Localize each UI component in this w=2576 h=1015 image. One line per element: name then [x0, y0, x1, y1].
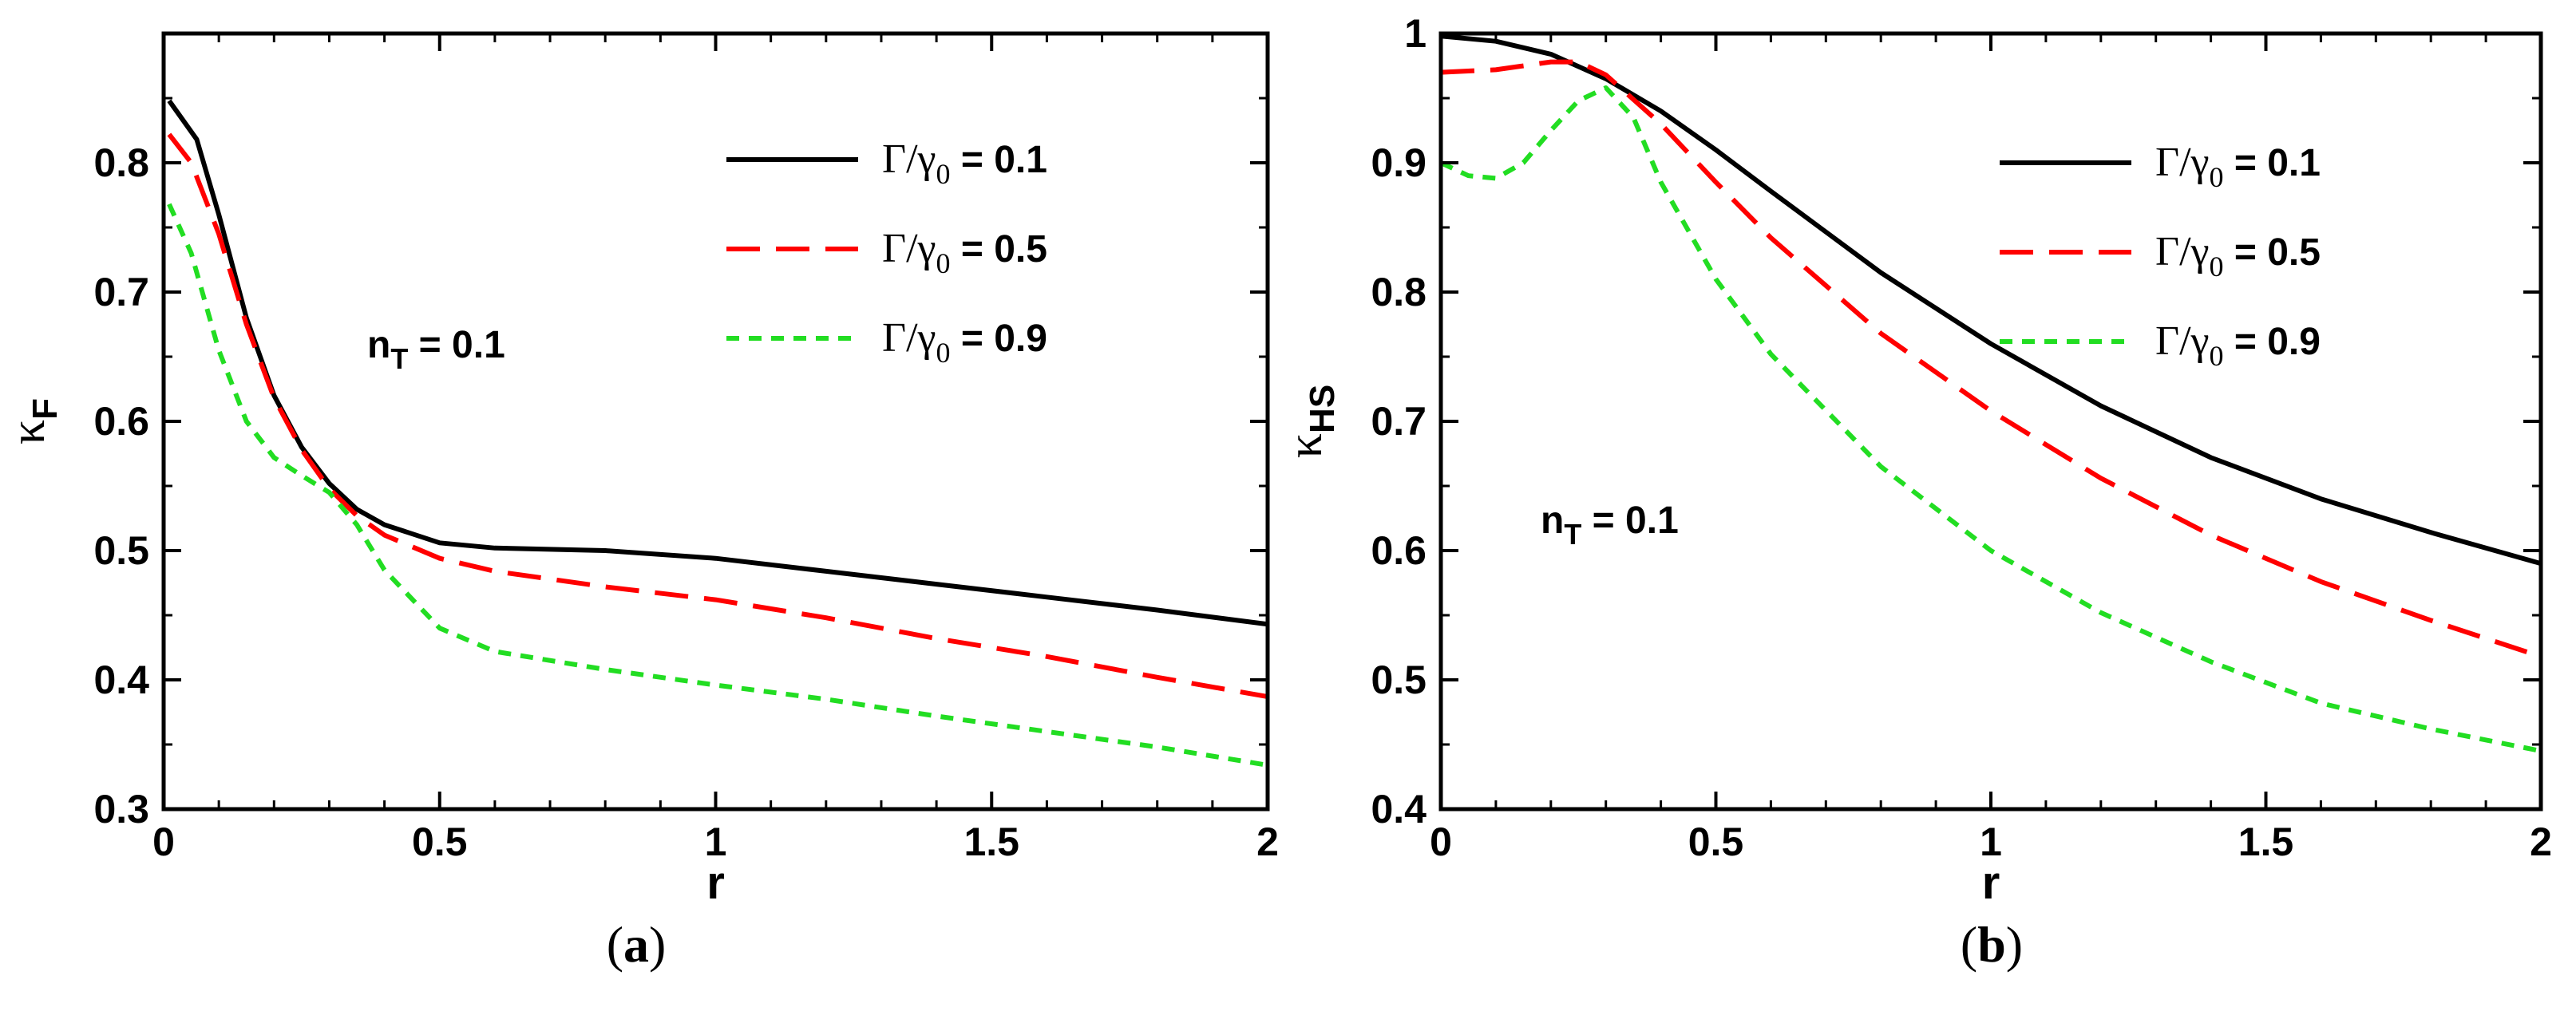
- y-axis-symbol: κ: [1, 420, 55, 444]
- legend-subscript: 0: [936, 158, 951, 190]
- legend-value: = 0.1: [951, 139, 1047, 181]
- y-axis-title: κHS: [1278, 385, 1342, 458]
- panel-label-letter: a: [623, 916, 649, 973]
- panel-label-open: (: [1961, 916, 1977, 973]
- annotation-nT: nT = 0.1: [367, 324, 505, 375]
- panel-label-close: ): [2006, 916, 2023, 973]
- y-axis-subscript: HS: [1303, 385, 1342, 433]
- y-tick-label: 0.7: [1371, 399, 1426, 444]
- legend-value: = 0.9: [2224, 321, 2321, 363]
- legend-entry-1: Γ/γ0 = 0.1: [882, 136, 1047, 190]
- legend-subscript: 0: [2210, 161, 2224, 193]
- y-tick-label: 0.4: [93, 658, 149, 702]
- y-axis-title: κF: [1, 398, 65, 444]
- series-line-1: [1441, 34, 2541, 567]
- legend-symbol: Γ/γ: [2155, 318, 2210, 364]
- y-tick-label: 1: [1404, 11, 1426, 56]
- panel-label-letter: b: [1977, 916, 2006, 973]
- legend-entry-2: Γ/γ0 = 0.5: [882, 226, 1047, 279]
- legend-symbol: Γ/γ: [2155, 140, 2210, 185]
- legend-entry-1: Γ/γ0 = 0.1: [2155, 140, 2321, 193]
- y-tick-label: 0.7: [93, 270, 149, 314]
- x-tick-label: 0.5: [412, 820, 468, 864]
- x-tick-label: 0.5: [1688, 820, 1744, 864]
- x-tick-label: 1.5: [2238, 820, 2294, 864]
- y-tick-label: 0.5: [93, 528, 149, 573]
- x-tick-label: 0: [1430, 820, 1452, 864]
- y-tick-label: 0.8: [93, 140, 149, 185]
- legend-value: = 0.5: [951, 228, 1047, 271]
- legend-entry-3: Γ/γ0 = 0.9: [2155, 318, 2321, 372]
- legend-entry-2: Γ/γ0 = 0.5: [2155, 229, 2321, 282]
- y-tick-label: 0.3: [93, 787, 149, 831]
- series-line-2: [167, 132, 1268, 700]
- y-tick-label: 0.4: [1371, 787, 1426, 831]
- x-axis-title: r: [706, 857, 725, 909]
- y-tick-label: 0.5: [1371, 658, 1426, 702]
- x-tick-label: 2: [2530, 820, 2552, 864]
- x-tick-label: 2: [1256, 820, 1279, 864]
- annotation-n: n: [367, 324, 390, 366]
- series-line-3: [167, 203, 1268, 768]
- y-tick-label: 0.9: [1371, 140, 1426, 185]
- y-axis-subscript: F: [26, 398, 65, 420]
- annotation-nT: nT = 0.1: [1541, 500, 1679, 551]
- y-tick-label: 0.6: [93, 399, 149, 444]
- series-line-1: [167, 99, 1268, 627]
- x-axis-title: r: [1982, 857, 2000, 909]
- legend-value: = 0.5: [2224, 231, 2321, 274]
- y-tick-label: 0.6: [1371, 528, 1426, 573]
- legend-subscript: 0: [936, 337, 951, 369]
- legend-value: = 0.1: [2224, 142, 2321, 184]
- panel-label-close: ): [649, 916, 666, 973]
- series-line-2: [1441, 59, 2541, 659]
- x-tick-label: 0: [152, 820, 175, 864]
- legend-symbol: Γ/γ: [2155, 229, 2210, 274]
- legend-subscript: 0: [2210, 340, 2224, 372]
- x-tick-label: 1: [705, 820, 727, 864]
- legend-value: = 0.9: [951, 318, 1047, 360]
- panel-label: (a): [607, 916, 667, 973]
- legend-subscript: 0: [2210, 251, 2224, 282]
- x-tick-label: 1.5: [964, 820, 1019, 864]
- panel-label: (b): [1961, 916, 2023, 973]
- legend-subscript: 0: [936, 247, 951, 279]
- annotation-subscript: T: [390, 342, 408, 375]
- annotation-n: n: [1541, 500, 1564, 542]
- series-line-3: [1441, 85, 2541, 754]
- legend-symbol: Γ/γ: [882, 315, 936, 361]
- x-tick-label: 1: [1980, 820, 2002, 864]
- legend-symbol: Γ/γ: [882, 226, 936, 271]
- annotation-value: = 0.1: [408, 324, 505, 366]
- legend-symbol: Γ/γ: [882, 136, 936, 182]
- legend-entry-3: Γ/γ0 = 0.9: [882, 315, 1047, 369]
- y-tick-label: 0.8: [1371, 270, 1426, 314]
- y-axis-symbol: κ: [1278, 433, 1332, 458]
- panel-label-open: (: [607, 916, 623, 973]
- annotation-value: = 0.1: [1581, 500, 1678, 542]
- annotation-subscript: T: [1564, 518, 1581, 551]
